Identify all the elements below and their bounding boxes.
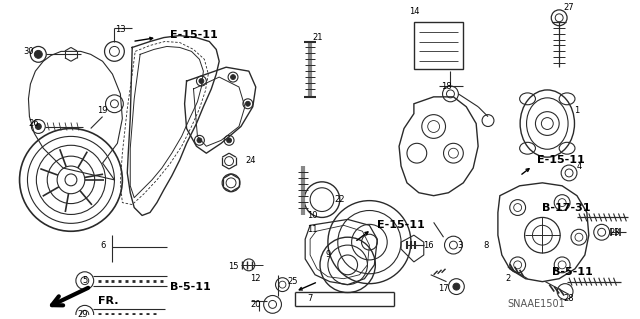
Circle shape xyxy=(230,75,236,79)
Circle shape xyxy=(197,138,202,143)
Text: 3: 3 xyxy=(458,241,463,249)
Text: 1: 1 xyxy=(574,106,580,115)
Text: 14: 14 xyxy=(408,7,419,16)
Text: 9: 9 xyxy=(325,250,330,259)
Text: SNAAE1501: SNAAE1501 xyxy=(508,300,566,309)
Text: 28: 28 xyxy=(564,294,574,303)
Text: 8: 8 xyxy=(483,241,489,249)
Text: 18: 18 xyxy=(441,83,452,92)
Text: 25: 25 xyxy=(287,277,298,286)
Text: 20: 20 xyxy=(250,300,261,309)
Text: 24: 24 xyxy=(246,156,256,165)
Text: 30: 30 xyxy=(23,47,34,56)
Circle shape xyxy=(35,123,42,130)
Text: E-15-11: E-15-11 xyxy=(170,30,218,40)
Circle shape xyxy=(245,101,250,106)
Circle shape xyxy=(453,283,460,290)
Circle shape xyxy=(35,50,42,58)
Text: 12: 12 xyxy=(250,274,261,283)
Text: 5: 5 xyxy=(82,276,88,285)
Text: E-15-11: E-15-11 xyxy=(378,220,425,230)
Text: 7: 7 xyxy=(307,294,313,303)
Text: 27: 27 xyxy=(564,4,574,12)
Text: 11: 11 xyxy=(307,225,317,234)
Text: B-5-11: B-5-11 xyxy=(170,282,211,292)
Circle shape xyxy=(199,78,204,84)
Text: 22: 22 xyxy=(335,195,345,204)
Text: 10: 10 xyxy=(307,211,317,220)
Text: 17: 17 xyxy=(438,284,449,293)
Text: 21: 21 xyxy=(313,33,323,42)
Text: 2: 2 xyxy=(505,274,511,283)
Text: 26: 26 xyxy=(28,119,38,128)
Text: FR.: FR. xyxy=(98,296,118,307)
Text: B-5-11: B-5-11 xyxy=(552,267,593,277)
Text: B-17-31: B-17-31 xyxy=(542,203,591,212)
Text: 23: 23 xyxy=(609,228,620,237)
Text: 4: 4 xyxy=(576,161,582,171)
Text: 13: 13 xyxy=(115,25,125,34)
Text: 19: 19 xyxy=(97,106,108,115)
Text: 6: 6 xyxy=(100,241,105,249)
Text: E-15-11: E-15-11 xyxy=(538,155,585,165)
Text: 29: 29 xyxy=(77,310,88,319)
Text: 15: 15 xyxy=(228,262,238,271)
Text: 16: 16 xyxy=(424,241,434,249)
Circle shape xyxy=(227,138,232,143)
